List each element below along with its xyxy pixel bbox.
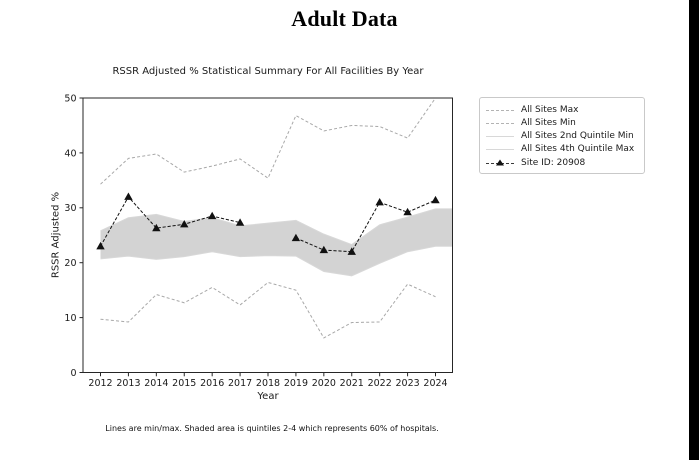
data-point-marker xyxy=(124,192,133,200)
series-all-sites-2nd-quintile-min xyxy=(100,245,453,277)
series-all-sites-min xyxy=(100,281,436,339)
x-tick-label: 2015 xyxy=(172,378,196,389)
y-tick-label: 20 xyxy=(64,258,76,269)
right-edge-bar xyxy=(689,0,699,460)
legend-item-all-sites-max: All Sites Max xyxy=(486,103,638,116)
data-point-marker xyxy=(96,241,105,250)
legend-item-label: All Sites Min xyxy=(521,117,576,128)
legend-item-all-sites-min: All Sites Min xyxy=(486,116,638,129)
y-tick-label: 0 xyxy=(70,368,76,379)
legend-item-2nd-quintile-min: All Sites 2nd Quintile Min xyxy=(486,130,638,143)
data-point-marker xyxy=(375,198,384,206)
data-point-marker xyxy=(152,223,161,232)
x-tick-label: 2017 xyxy=(228,378,252,389)
data-point-marker xyxy=(180,219,189,228)
data-point-marker xyxy=(431,195,440,204)
x-tick-label: 2021 xyxy=(340,378,364,389)
x-tick-label: 2013 xyxy=(116,378,140,389)
triangle-marker-icon xyxy=(496,159,504,166)
x-tick-label: 2024 xyxy=(423,378,447,389)
page-title: Adult Data xyxy=(291,6,398,31)
data-point-marker xyxy=(291,233,301,242)
x-tick-label: 2020 xyxy=(312,378,336,389)
quintile-band xyxy=(100,208,453,276)
x-tick-label: 2014 xyxy=(144,378,168,389)
y-tick-label: 40 xyxy=(64,148,76,159)
x-tick-label: 2019 xyxy=(284,378,308,389)
data-point-marker xyxy=(207,211,217,220)
y-tick-label: 10 xyxy=(64,313,76,324)
legend-item-label: All Sites 2nd Quintile Min xyxy=(521,131,634,141)
legend-box: All Sites Max All Sites Min All Sites 2n… xyxy=(479,97,645,174)
series-all-sites-4th-quintile-max xyxy=(100,208,453,246)
x-tick-label: 2018 xyxy=(256,378,280,389)
data-point-marker xyxy=(403,207,412,216)
legend-item-4th-quintile-max: All Sites 4th Quintile Max xyxy=(486,143,638,156)
chart-title: RSSR Adjusted % Statistical Summary For … xyxy=(112,66,424,77)
y-tick-label: 30 xyxy=(64,203,76,214)
data-point-marker xyxy=(347,247,356,255)
x-tick-label: 2012 xyxy=(88,378,112,389)
legend-item-label: All Sites Max xyxy=(521,104,579,115)
series-site-20908 xyxy=(100,195,436,253)
data-point-marker xyxy=(235,218,245,226)
legend-item-label: Site ID: 20908 xyxy=(521,157,586,168)
chart-footnote: Lines are min/max. Shaded area is quinti… xyxy=(105,424,439,433)
legend-item-site-20908: Site ID: 20908 xyxy=(486,156,638,169)
legend-item-label: All Sites 4th Quintile Max xyxy=(521,144,635,155)
x-tick-label: 2022 xyxy=(368,378,392,389)
x-axis-label: Year xyxy=(257,391,279,402)
series-all-sites-max xyxy=(100,97,436,185)
y-tick-label: 50 xyxy=(64,93,76,104)
data-point-marker xyxy=(319,245,329,254)
x-tick-label: 2023 xyxy=(395,378,419,389)
x-tick-label: 2016 xyxy=(200,378,224,389)
